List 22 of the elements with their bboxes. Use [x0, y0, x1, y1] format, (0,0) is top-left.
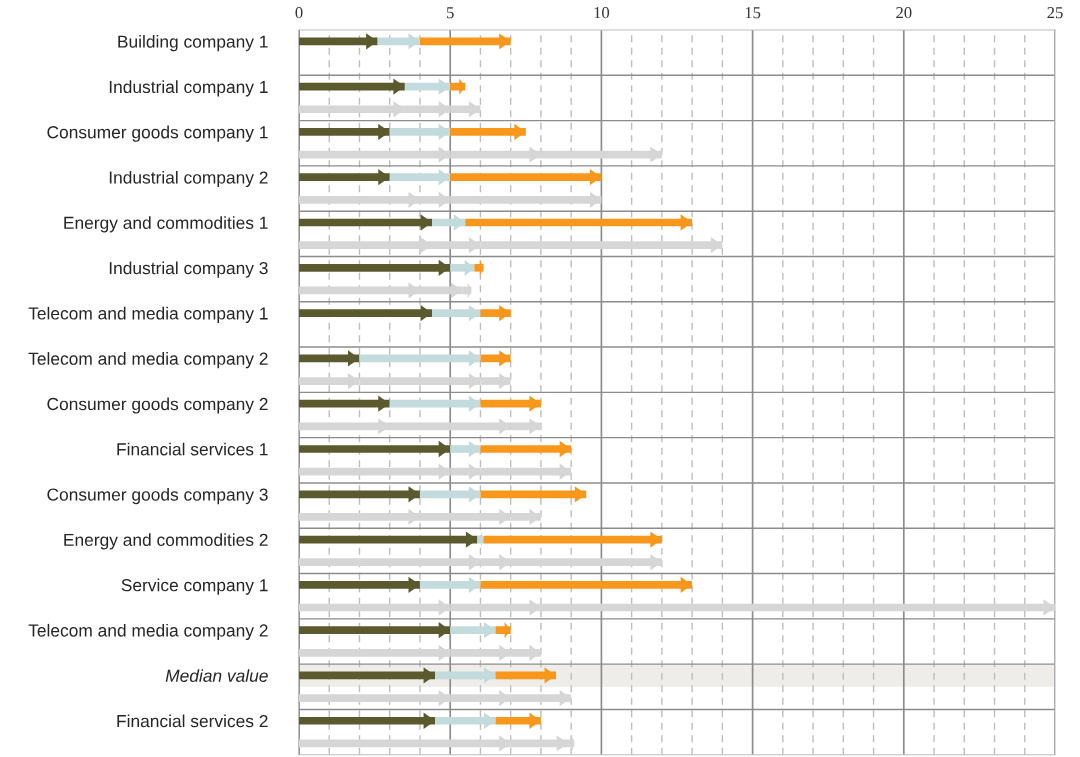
y-tick-label: Median value: [165, 669, 268, 682]
y-tick-label: Energy and commodities 1: [64, 216, 268, 233]
x-tick-label: 0: [295, 7, 303, 19]
x-tick-label: 5: [447, 7, 454, 19]
x-tick-label: 10: [594, 7, 610, 19]
y-tick-label: Industrial company 1: [109, 80, 268, 97]
y-tick-label: Telecom and media company 2: [28, 623, 268, 641]
y-tick-label: Service company 1: [121, 578, 268, 595]
y-tick-label: Financial services 1: [117, 442, 268, 456]
y-tick-label: Building company 1: [118, 35, 268, 52]
x-tick-label: 15: [745, 7, 761, 19]
y-tick-label: Energy and commodities 2: [64, 533, 268, 550]
x-tick-label: 25: [1047, 7, 1063, 19]
y-tick-label: Telecom and media company 1: [28, 306, 268, 323]
y-tick-label: Industrial company 2: [109, 170, 268, 188]
y-tick-label: Consumer goods company 1: [47, 125, 268, 142]
y-tick-label: Consumer goods company 2: [47, 397, 268, 414]
y-tick-label: Consumer goods company 3: [47, 487, 268, 505]
y-tick-label: Industrial company 3: [109, 261, 268, 278]
x-tick-label: 20: [896, 7, 912, 19]
y-tick-label: Financial services 2: [117, 714, 268, 728]
y-tick-label: Telecom and media company 2: [28, 352, 268, 369]
